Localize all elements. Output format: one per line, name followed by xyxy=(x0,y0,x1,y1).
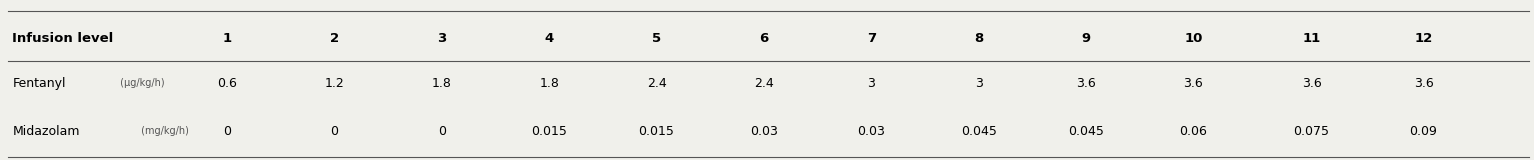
Text: 0.06: 0.06 xyxy=(1180,125,1207,138)
Text: 2.4: 2.4 xyxy=(647,77,666,90)
Text: 0.03: 0.03 xyxy=(858,125,885,138)
Text: 0: 0 xyxy=(330,125,339,138)
Text: 7: 7 xyxy=(867,32,876,45)
Text: (mg/kg/h): (mg/kg/h) xyxy=(138,126,189,136)
Text: 3: 3 xyxy=(974,77,983,90)
Text: 2.4: 2.4 xyxy=(755,77,773,90)
Text: 11: 11 xyxy=(1302,32,1321,45)
Text: 4: 4 xyxy=(545,32,554,45)
Text: 8: 8 xyxy=(974,32,983,45)
Text: Midazolam: Midazolam xyxy=(12,125,80,138)
Text: 0.045: 0.045 xyxy=(1068,125,1104,138)
Text: 3: 3 xyxy=(867,77,876,90)
Text: 1.8: 1.8 xyxy=(540,77,558,90)
Text: 3.6: 3.6 xyxy=(1077,77,1095,90)
Text: 2: 2 xyxy=(330,32,339,45)
Text: (µg/kg/h): (µg/kg/h) xyxy=(117,78,164,88)
Text: 0.015: 0.015 xyxy=(531,125,568,138)
Text: 12: 12 xyxy=(1414,32,1433,45)
Text: 0: 0 xyxy=(437,125,446,138)
Text: 0.09: 0.09 xyxy=(1410,125,1437,138)
Text: 0.6: 0.6 xyxy=(218,77,236,90)
Text: 0.075: 0.075 xyxy=(1293,125,1330,138)
Text: 0.045: 0.045 xyxy=(960,125,997,138)
Text: 1: 1 xyxy=(222,32,232,45)
Text: 3: 3 xyxy=(437,32,446,45)
Text: 1.8: 1.8 xyxy=(433,77,451,90)
Text: 0.015: 0.015 xyxy=(638,125,675,138)
Text: Fentanyl: Fentanyl xyxy=(12,77,66,90)
Text: 9: 9 xyxy=(1081,32,1091,45)
Text: 3.6: 3.6 xyxy=(1302,77,1321,90)
Text: 0: 0 xyxy=(222,125,232,138)
Text: 3.6: 3.6 xyxy=(1184,77,1203,90)
Text: 1.2: 1.2 xyxy=(325,77,344,90)
Text: 3.6: 3.6 xyxy=(1414,77,1433,90)
Text: 0.03: 0.03 xyxy=(750,125,778,138)
Text: 6: 6 xyxy=(759,32,769,45)
Text: 5: 5 xyxy=(652,32,661,45)
Text: 10: 10 xyxy=(1184,32,1203,45)
Text: Infusion level: Infusion level xyxy=(12,32,114,45)
